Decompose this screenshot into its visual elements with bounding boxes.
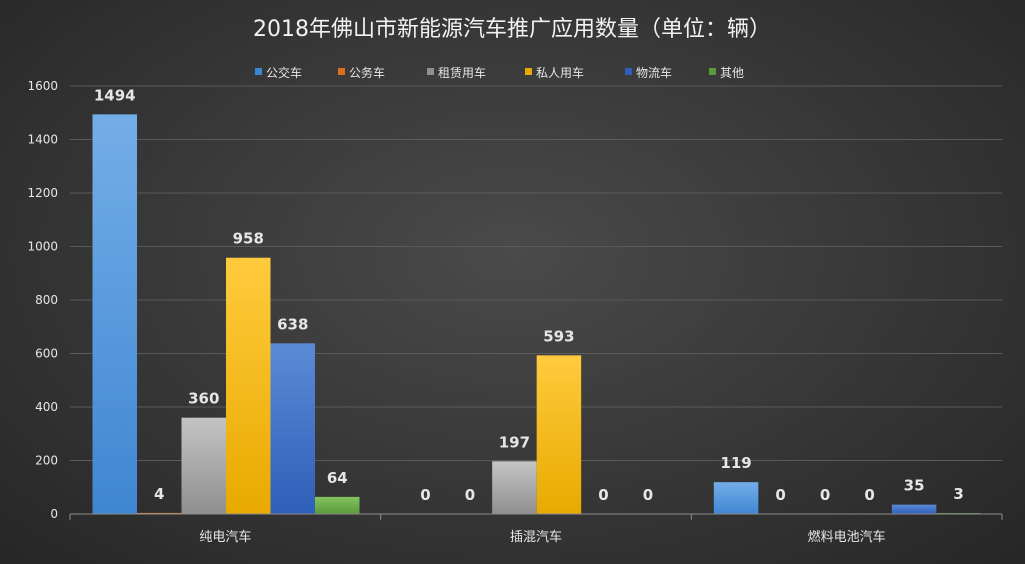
legend-swatch: [525, 68, 532, 75]
bar: [315, 496, 360, 514]
bar: [226, 257, 271, 514]
legend-label: 公务车: [349, 65, 385, 80]
bars: [92, 114, 981, 514]
legend-swatch: [709, 68, 716, 75]
x-axis: 纯电汽车 插混汽车 燃料电池汽车: [69, 513, 1003, 545]
legend-label: 私人用车: [536, 65, 584, 80]
data-label: 360: [188, 390, 219, 408]
y-tick-label: 0: [50, 507, 58, 521]
data-label: 197: [499, 433, 530, 451]
data-label: 3: [953, 485, 963, 503]
data-label: 0: [420, 486, 430, 504]
legend-label: 租赁用车: [438, 65, 486, 80]
legend-item: 公交车: [255, 65, 302, 80]
data-label: 35: [904, 477, 925, 495]
legend-item: 物流车: [625, 65, 672, 80]
x-tick-label: 插混汽车: [510, 529, 562, 545]
legend-label: 公交车: [266, 65, 302, 80]
data-label: 1494: [94, 86, 136, 104]
y-tick-label: 800: [35, 293, 58, 307]
data-label: 0: [643, 486, 653, 504]
legend-item: 公务车: [338, 65, 385, 80]
data-label: 119: [720, 454, 751, 472]
data-label: 958: [233, 230, 264, 248]
y-tick-label: 1200: [27, 186, 58, 200]
legend-item: 私人用车: [525, 65, 584, 80]
legend: 公交车 公务车 租赁用车 私人用车 物流车 其他: [255, 65, 744, 80]
legend-swatch: [255, 68, 262, 75]
legend-swatch: [427, 68, 434, 75]
bar: [492, 461, 537, 514]
y-tick-label: 200: [35, 454, 58, 468]
bar: [270, 343, 315, 514]
data-label: 0: [465, 486, 475, 504]
data-label: 0: [775, 486, 785, 504]
y-axis: 0 200 400 600 800 1000 1200 1400 1600: [27, 79, 58, 521]
bar: [713, 482, 759, 514]
bar: [92, 114, 137, 514]
data-label: 4: [154, 485, 164, 503]
x-tick-label: 纯电汽车: [199, 529, 251, 545]
y-tick-label: 400: [35, 400, 58, 414]
y-tick-label: 1600: [27, 79, 58, 93]
legend-label: 物流车: [636, 65, 672, 80]
data-label: 0: [598, 486, 608, 504]
x-tick-label: 燃料电池汽车: [808, 529, 886, 545]
legend-item: 租赁用车: [427, 65, 486, 80]
bar: [137, 512, 182, 514]
legend-swatch: [338, 68, 345, 75]
y-tick-label: 1000: [27, 240, 58, 254]
chart-title: 2018年佛山市新能源汽车推广应用数量（单位：辆）: [253, 17, 771, 42]
data-label: 64: [327, 469, 348, 487]
bar: [891, 504, 937, 514]
legend-item: 其他: [709, 66, 744, 80]
bar: [536, 355, 582, 514]
data-label: 593: [543, 327, 574, 345]
legend-label: 其他: [720, 66, 744, 80]
data-labels: 1494 4 360 958 638 64 0 0 197 593 0 0 119 0 0 0 35 3: [94, 86, 964, 504]
legend-swatch: [625, 68, 632, 75]
data-label: 0: [864, 486, 874, 504]
data-label: 638: [277, 315, 308, 333]
bar: [181, 417, 226, 514]
data-label: 0: [820, 486, 830, 504]
y-tick-label: 600: [35, 347, 58, 361]
grid: [70, 85, 1002, 461]
y-tick-label: 1400: [27, 133, 58, 147]
